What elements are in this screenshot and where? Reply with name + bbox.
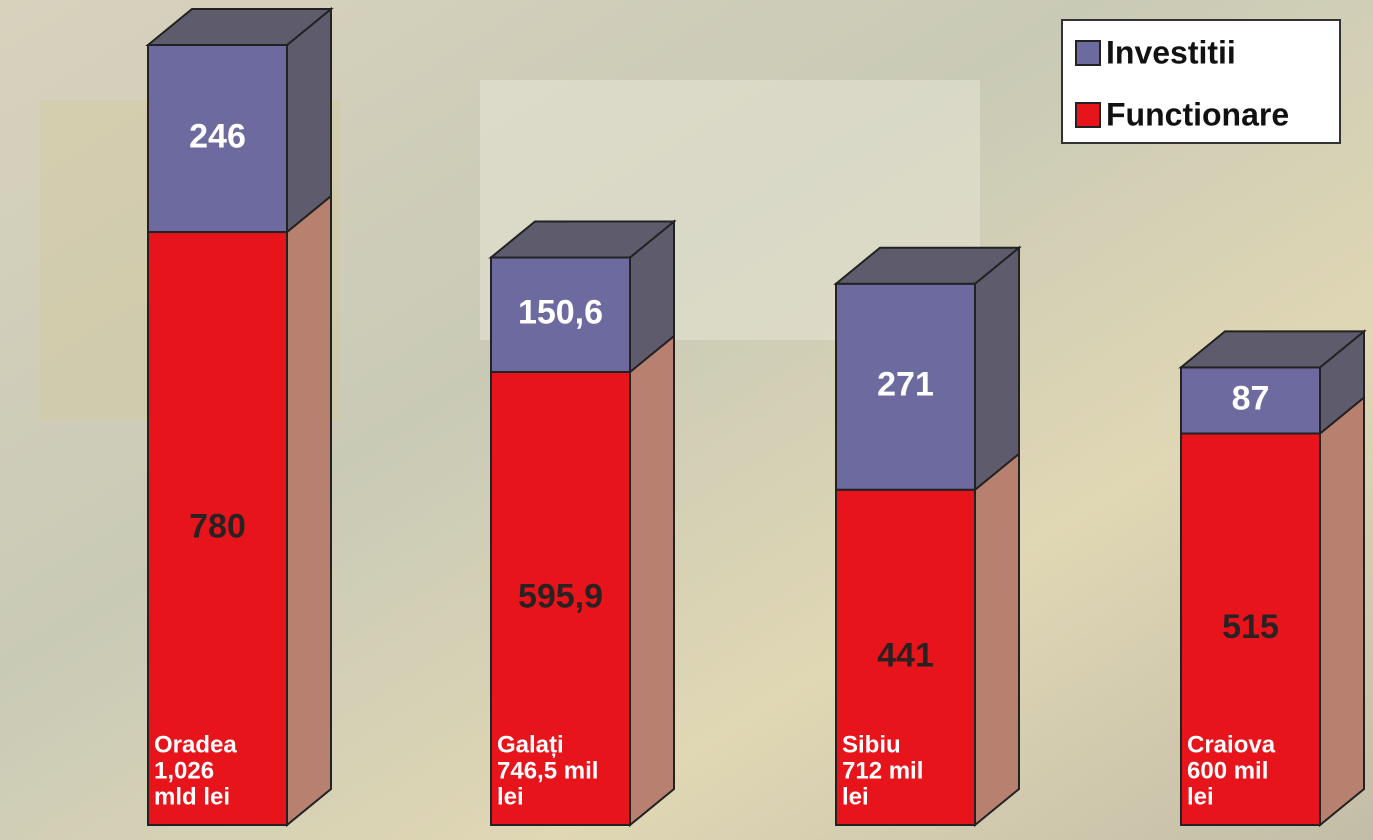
- value-label: 246: [189, 117, 246, 155]
- category-label: 600 mil: [1187, 757, 1268, 784]
- category-label: lei: [1187, 783, 1214, 810]
- bar-top: [833, 246, 1022, 285]
- category-label: mld lei: [154, 783, 230, 810]
- bar-segment: [147, 44, 288, 234]
- value-label: 441: [877, 636, 934, 674]
- bar-segment: [490, 256, 631, 373]
- category-label: Galați: [497, 731, 564, 758]
- bar-segment: [490, 370, 631, 826]
- category-label: 1,026: [154, 757, 214, 784]
- category-label: lei: [842, 783, 869, 810]
- bar-segment: [835, 488, 976, 826]
- bar-side: [286, 193, 332, 828]
- bar-segment: [1180, 432, 1321, 826]
- legend-swatch: [1075, 40, 1101, 66]
- category-label: 746,5 mil: [497, 757, 598, 784]
- bar-side: [629, 333, 675, 828]
- legend-label: Investitii: [1106, 34, 1236, 70]
- bar-segment: [1180, 366, 1321, 435]
- category-label: 712 mil: [842, 757, 923, 784]
- bar-side: [1319, 395, 1365, 828]
- legend-box: [1061, 19, 1341, 144]
- value-label: 271: [877, 366, 934, 404]
- category-label: lei: [497, 783, 524, 810]
- category-label: Oradea: [154, 731, 237, 758]
- bar-segment: [147, 231, 288, 827]
- bar-top: [145, 8, 334, 46]
- category-label: Craiova: [1187, 731, 1276, 758]
- legend-label: Functionare: [1106, 96, 1289, 132]
- value-label: 150,6: [518, 294, 603, 332]
- bar-side: [286, 6, 332, 235]
- value-label: 780: [189, 507, 246, 545]
- value-label: 595,9: [518, 577, 603, 615]
- bar-side: [974, 245, 1020, 492]
- value-label: 87: [1232, 379, 1270, 417]
- value-label: 515: [1222, 608, 1279, 646]
- bar-side: [974, 451, 1020, 828]
- bar-top: [488, 220, 677, 259]
- bar-top: [1178, 330, 1367, 369]
- category-label: Sibiu: [842, 731, 901, 758]
- legend-swatch: [1075, 102, 1101, 128]
